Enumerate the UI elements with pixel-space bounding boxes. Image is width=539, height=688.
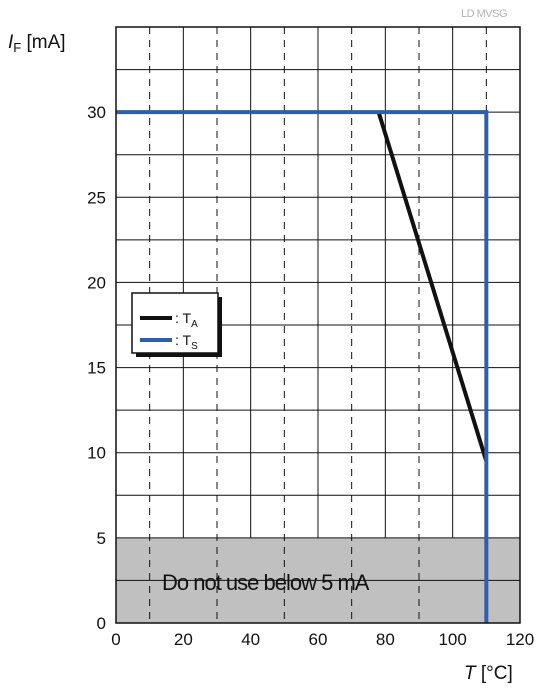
y-tick-label: 5 xyxy=(97,529,106,548)
x-tick-label: 20 xyxy=(174,630,193,649)
plot-frame xyxy=(115,26,521,624)
watermark: LD MVSG xyxy=(461,8,507,20)
x-tick-label: 60 xyxy=(309,630,328,649)
x-tick-labels: 0 20 40 60 80 100 120 xyxy=(111,630,534,649)
legend-prefix-ta: : xyxy=(175,310,183,326)
legend-subscript-ta: A xyxy=(191,319,198,330)
y-tick-labels: 0 5 10 15 20 25 30 xyxy=(87,103,106,633)
y-axis-unit: [mA] xyxy=(21,32,65,53)
y-axis-title: IF [mA] xyxy=(8,32,66,55)
y-tick-label: 0 xyxy=(97,614,106,633)
x-tick-label: 100 xyxy=(438,630,466,649)
x-tick-label: 120 xyxy=(506,630,534,649)
y-tick-label: 25 xyxy=(87,188,106,207)
legend-symbol-ta: T xyxy=(183,310,192,326)
x-axis-symbol: T xyxy=(464,663,477,684)
y-tick-label: 10 xyxy=(87,444,106,463)
series-line-ta xyxy=(376,111,489,462)
x-axis-title: T [°C] xyxy=(464,663,513,684)
y-tick-label: 30 xyxy=(87,103,106,122)
series-layer xyxy=(116,110,489,623)
legend-label-ta: : TA xyxy=(175,310,198,330)
y-tick-label: 15 xyxy=(87,359,106,378)
legend: : TA : TS xyxy=(131,292,222,357)
restricted-label: Do not use below 5 mA xyxy=(162,570,370,595)
legend-box xyxy=(131,292,219,354)
y-tick-label: 20 xyxy=(87,273,106,292)
legend-label-ts: : TS xyxy=(175,332,198,352)
legend-subscript-ts: S xyxy=(191,341,198,352)
x-axis-unit: [°C] xyxy=(476,663,513,684)
x-tick-label: 80 xyxy=(376,630,395,649)
legend-symbol-ts: T xyxy=(183,332,192,348)
y-axis-subscript: F xyxy=(13,40,21,55)
legend-prefix-ts: : xyxy=(175,332,183,348)
series-line-ts xyxy=(116,110,489,623)
y-axis-symbol: I xyxy=(8,32,14,53)
x-tick-label: 40 xyxy=(241,630,260,649)
x-tick-label: 0 xyxy=(111,630,120,649)
